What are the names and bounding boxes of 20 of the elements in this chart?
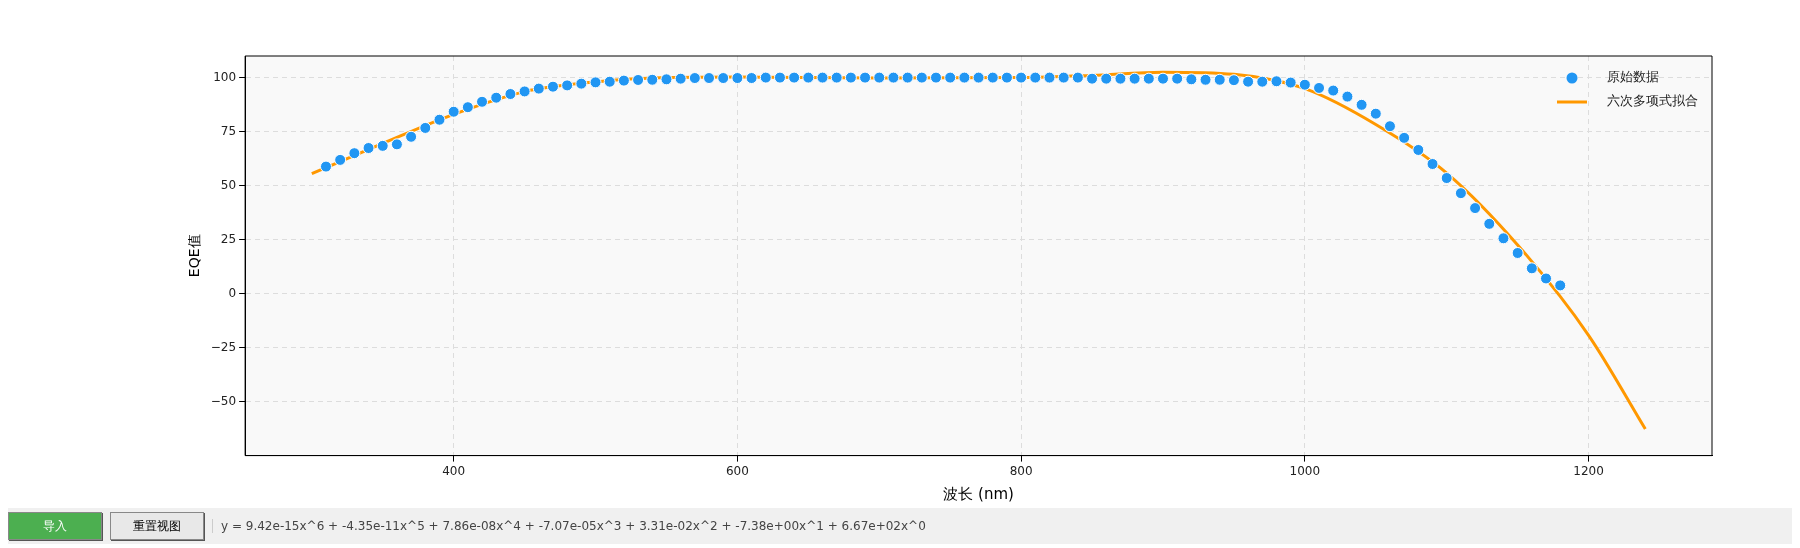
line-series (310, 70, 1647, 431)
y-tick-label: −50 (210, 393, 237, 408)
x-tick-label: 600 (725, 463, 749, 478)
x-tick-label: 800 (1009, 463, 1033, 478)
x-tick-label: 1200 (1573, 463, 1604, 478)
y-tick-label: 0 (228, 285, 237, 300)
x-tick-label: 400 (442, 463, 466, 478)
text: y = 9.42e-15x^6 + -4.35e-11x^5 + 7.86e-08x^4 + -7.07e-05x^3 + 3.31e-02x^2 + -7.38e+00x^1 + 6.67e+02x^0 (212, 519, 926, 533)
y-tick-label: −25 (210, 339, 237, 354)
x-tick-label: 1000 (1289, 463, 1321, 478)
y-tick-label: 75 (220, 123, 237, 138)
legend-label: 六次多项式拟合 (1607, 93, 1698, 109)
text: 重置视图 (110, 512, 204, 540)
y-tick-label: 100 (213, 69, 237, 84)
x-axis-title: 波长 (nm) (943, 484, 1014, 503)
y-tick-label: 25 (220, 231, 237, 246)
y-axis-title: EQE值 (186, 234, 203, 278)
legend-label: 原始数据 (1607, 69, 1659, 85)
text: 导入 (8, 512, 102, 540)
y-tick-label: 50 (220, 177, 237, 192)
